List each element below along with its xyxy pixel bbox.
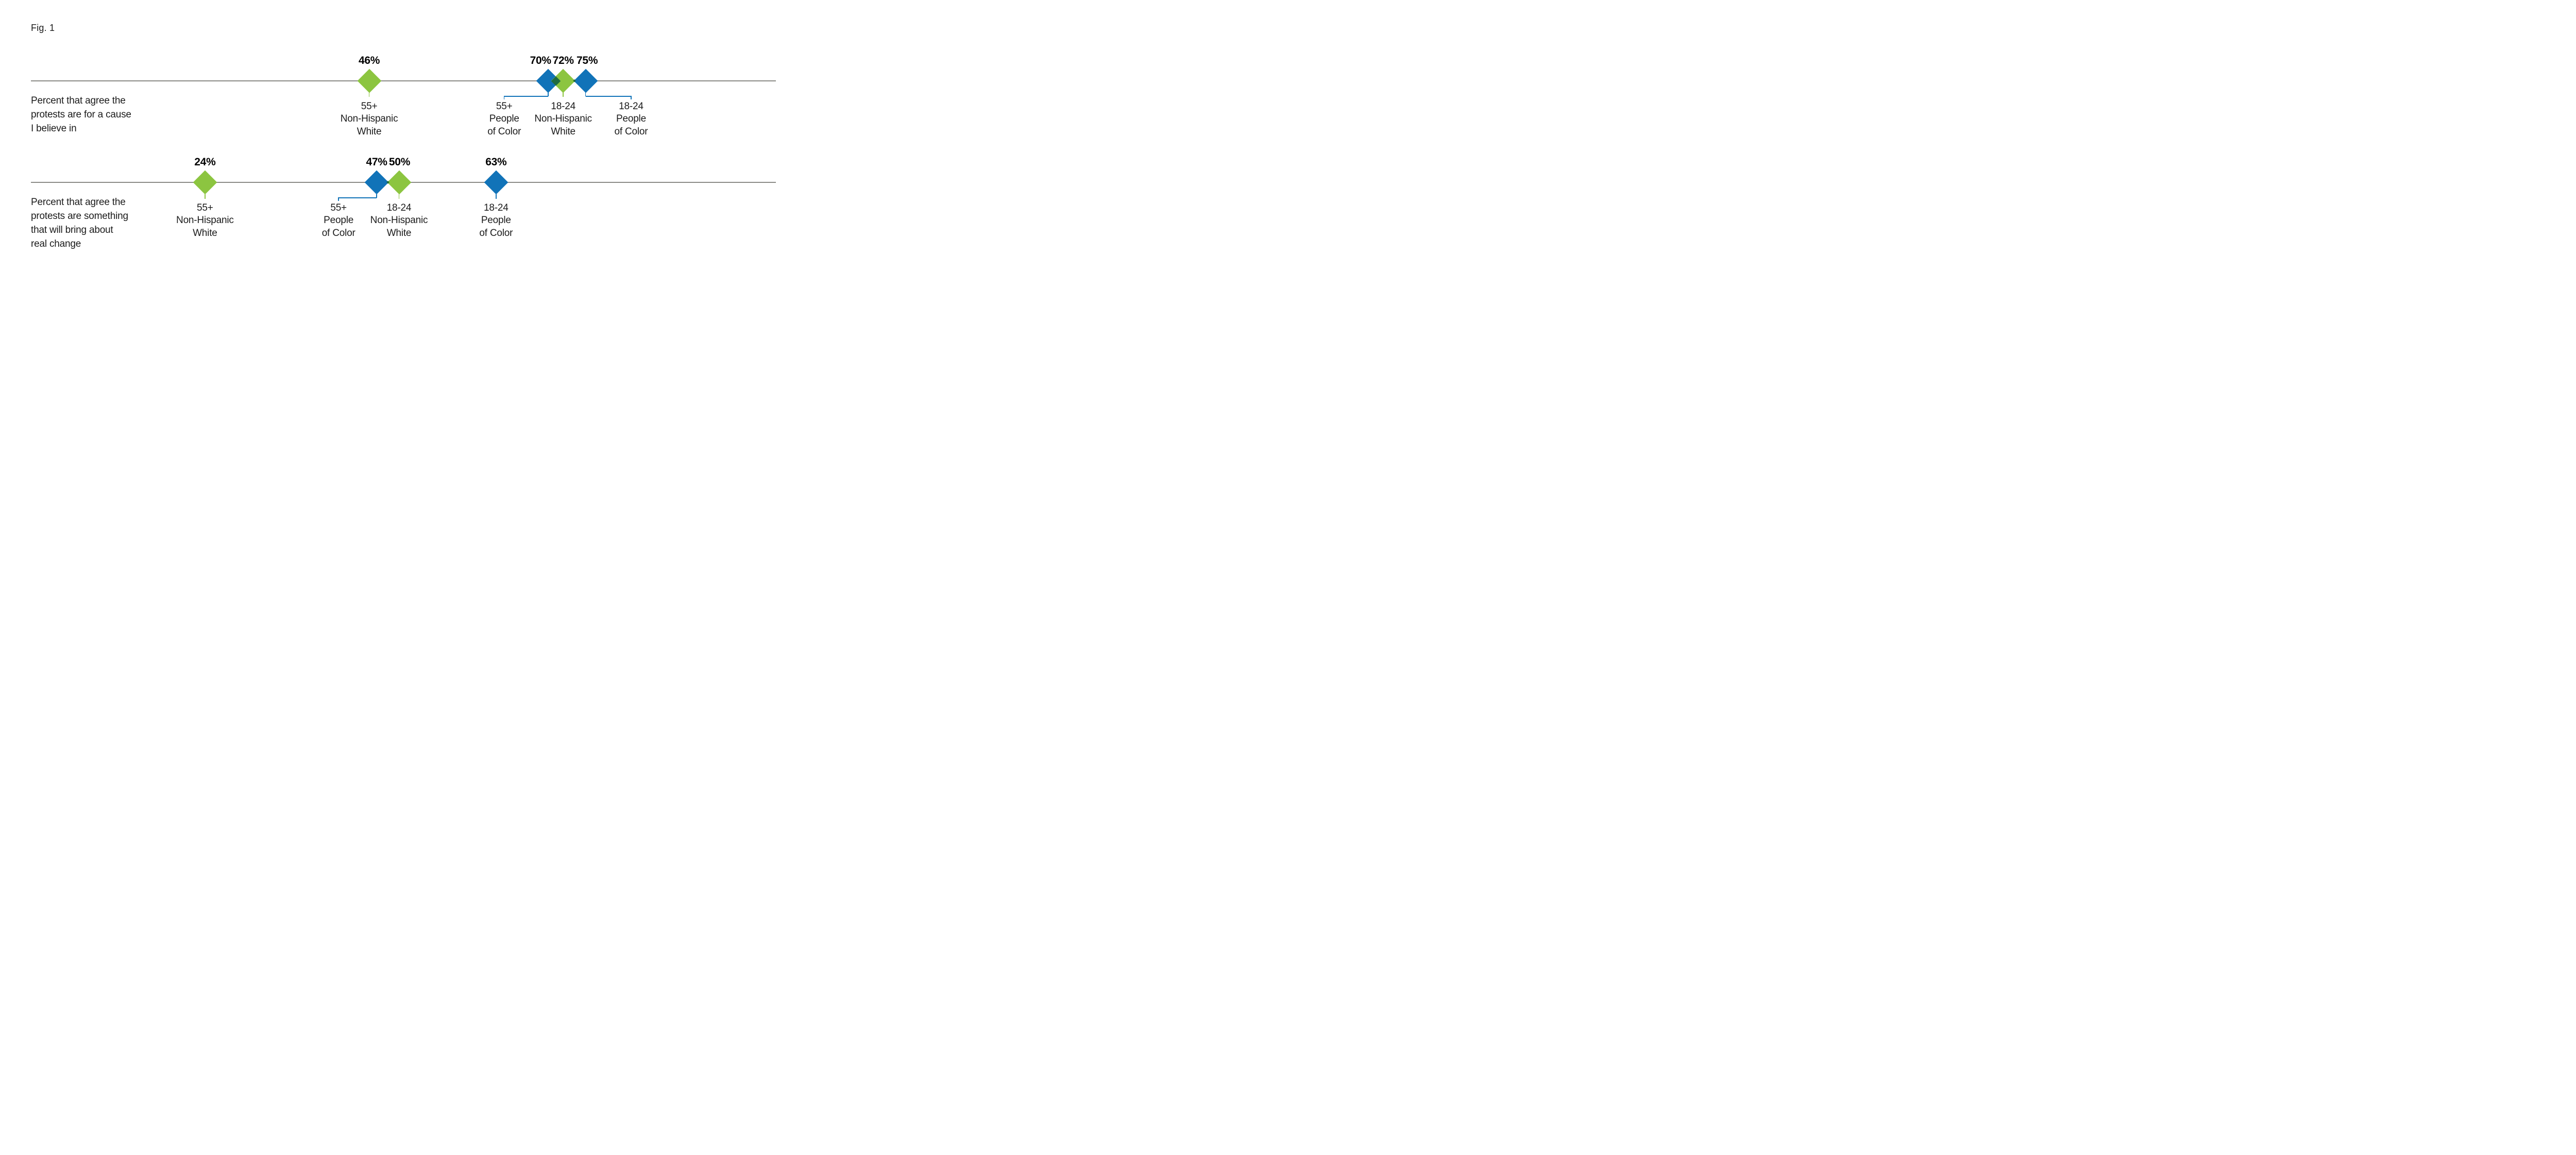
data-point-diamond (484, 170, 509, 195)
value-label: 47% (366, 156, 387, 168)
value-label: 24% (194, 156, 216, 168)
row-description-line: Percent that agree the (31, 95, 126, 106)
group-label-line: White (357, 126, 382, 137)
group-label-line: of Color (487, 126, 521, 137)
value-label: 63% (485, 156, 507, 168)
value-label: 46% (358, 55, 380, 66)
leader-line (376, 194, 377, 198)
leader-line (503, 96, 505, 99)
group-label: 18-24 Non-Hispanic White (370, 202, 428, 240)
figure-1-dot-plot: Fig. 1 Percent that agree the protests ar… (0, 0, 805, 289)
group-label-line: People (616, 113, 646, 124)
data-point-diamond (573, 69, 598, 93)
group-label-line: 55+ (197, 202, 213, 213)
group-label-line: Non-Hispanic (340, 113, 398, 124)
group-label-line: of Color (614, 126, 648, 137)
group-label-line: White (551, 126, 575, 137)
row-description-line: protests are for a cause (31, 109, 131, 120)
group-label-line: 18-24 (386, 202, 412, 213)
leader-line (338, 197, 339, 201)
group-label-line: of Color (479, 227, 513, 239)
group-label: 18-24 People of Color (479, 202, 513, 240)
value-label: 75% (577, 55, 598, 66)
group-label-line: 18-24 (483, 202, 509, 213)
leader-line (631, 96, 632, 99)
row-description-line: real change (31, 238, 81, 249)
leader-line (548, 92, 549, 96)
group-label-line: Non-Hispanic (534, 113, 592, 124)
leader-line (368, 92, 370, 97)
row-description-line: Percent that agree the (31, 196, 126, 208)
group-label-line: People (324, 215, 354, 226)
group-label-line: People (481, 215, 511, 226)
group-label: 55+ People of Color (487, 100, 521, 139)
row-description-line: I believe in (31, 123, 77, 134)
row-description: Percent that agree the protests are for a… (31, 94, 131, 135)
group-label-line: of Color (321, 227, 355, 239)
value-label: 50% (388, 156, 411, 168)
group-label-line: 55+ (496, 100, 513, 112)
group-label-line: Non-Hispanic (370, 215, 428, 226)
leader-line (563, 92, 564, 97)
group-label-line: People (489, 113, 519, 124)
group-label-line: 18-24 (551, 100, 575, 112)
group-label-line: Non-Hispanic (176, 215, 234, 226)
group-label-line: 55+ (330, 202, 347, 213)
leader-line (504, 96, 549, 97)
group-label: 55+ Non-Hispanic White (341, 100, 398, 139)
value-label: 70% (530, 55, 551, 66)
group-label-line: 18-24 (619, 100, 643, 112)
data-point-diamond (387, 170, 411, 195)
data-point-diamond (193, 170, 217, 195)
group-label: 18-24 Non-Hispanic White (534, 100, 592, 139)
figure-label: Fig. 1 (31, 23, 55, 33)
leader-line (398, 194, 400, 199)
group-label: 18-24 People of Color (615, 100, 648, 139)
data-point-diamond (364, 170, 389, 195)
row-axis-line (31, 80, 776, 81)
group-label: 55+ People of Color (322, 202, 355, 240)
group-label-line: White (386, 227, 412, 239)
group-label: 55+ Non-Hispanic White (176, 202, 234, 240)
leader-line (338, 197, 377, 198)
data-point-diamond (357, 69, 381, 93)
row-description: Percent that agree the protests are somet… (31, 195, 128, 251)
row-description-line: protests are something (31, 210, 128, 222)
leader-line (585, 96, 631, 97)
group-label-line: 55+ (361, 100, 378, 112)
leader-line (585, 92, 586, 96)
leader-line (496, 194, 497, 199)
row-description-line: that will bring about (31, 224, 113, 235)
value-label: 72% (552, 55, 574, 66)
group-label-line: White (193, 227, 217, 239)
leader-line (205, 194, 206, 199)
